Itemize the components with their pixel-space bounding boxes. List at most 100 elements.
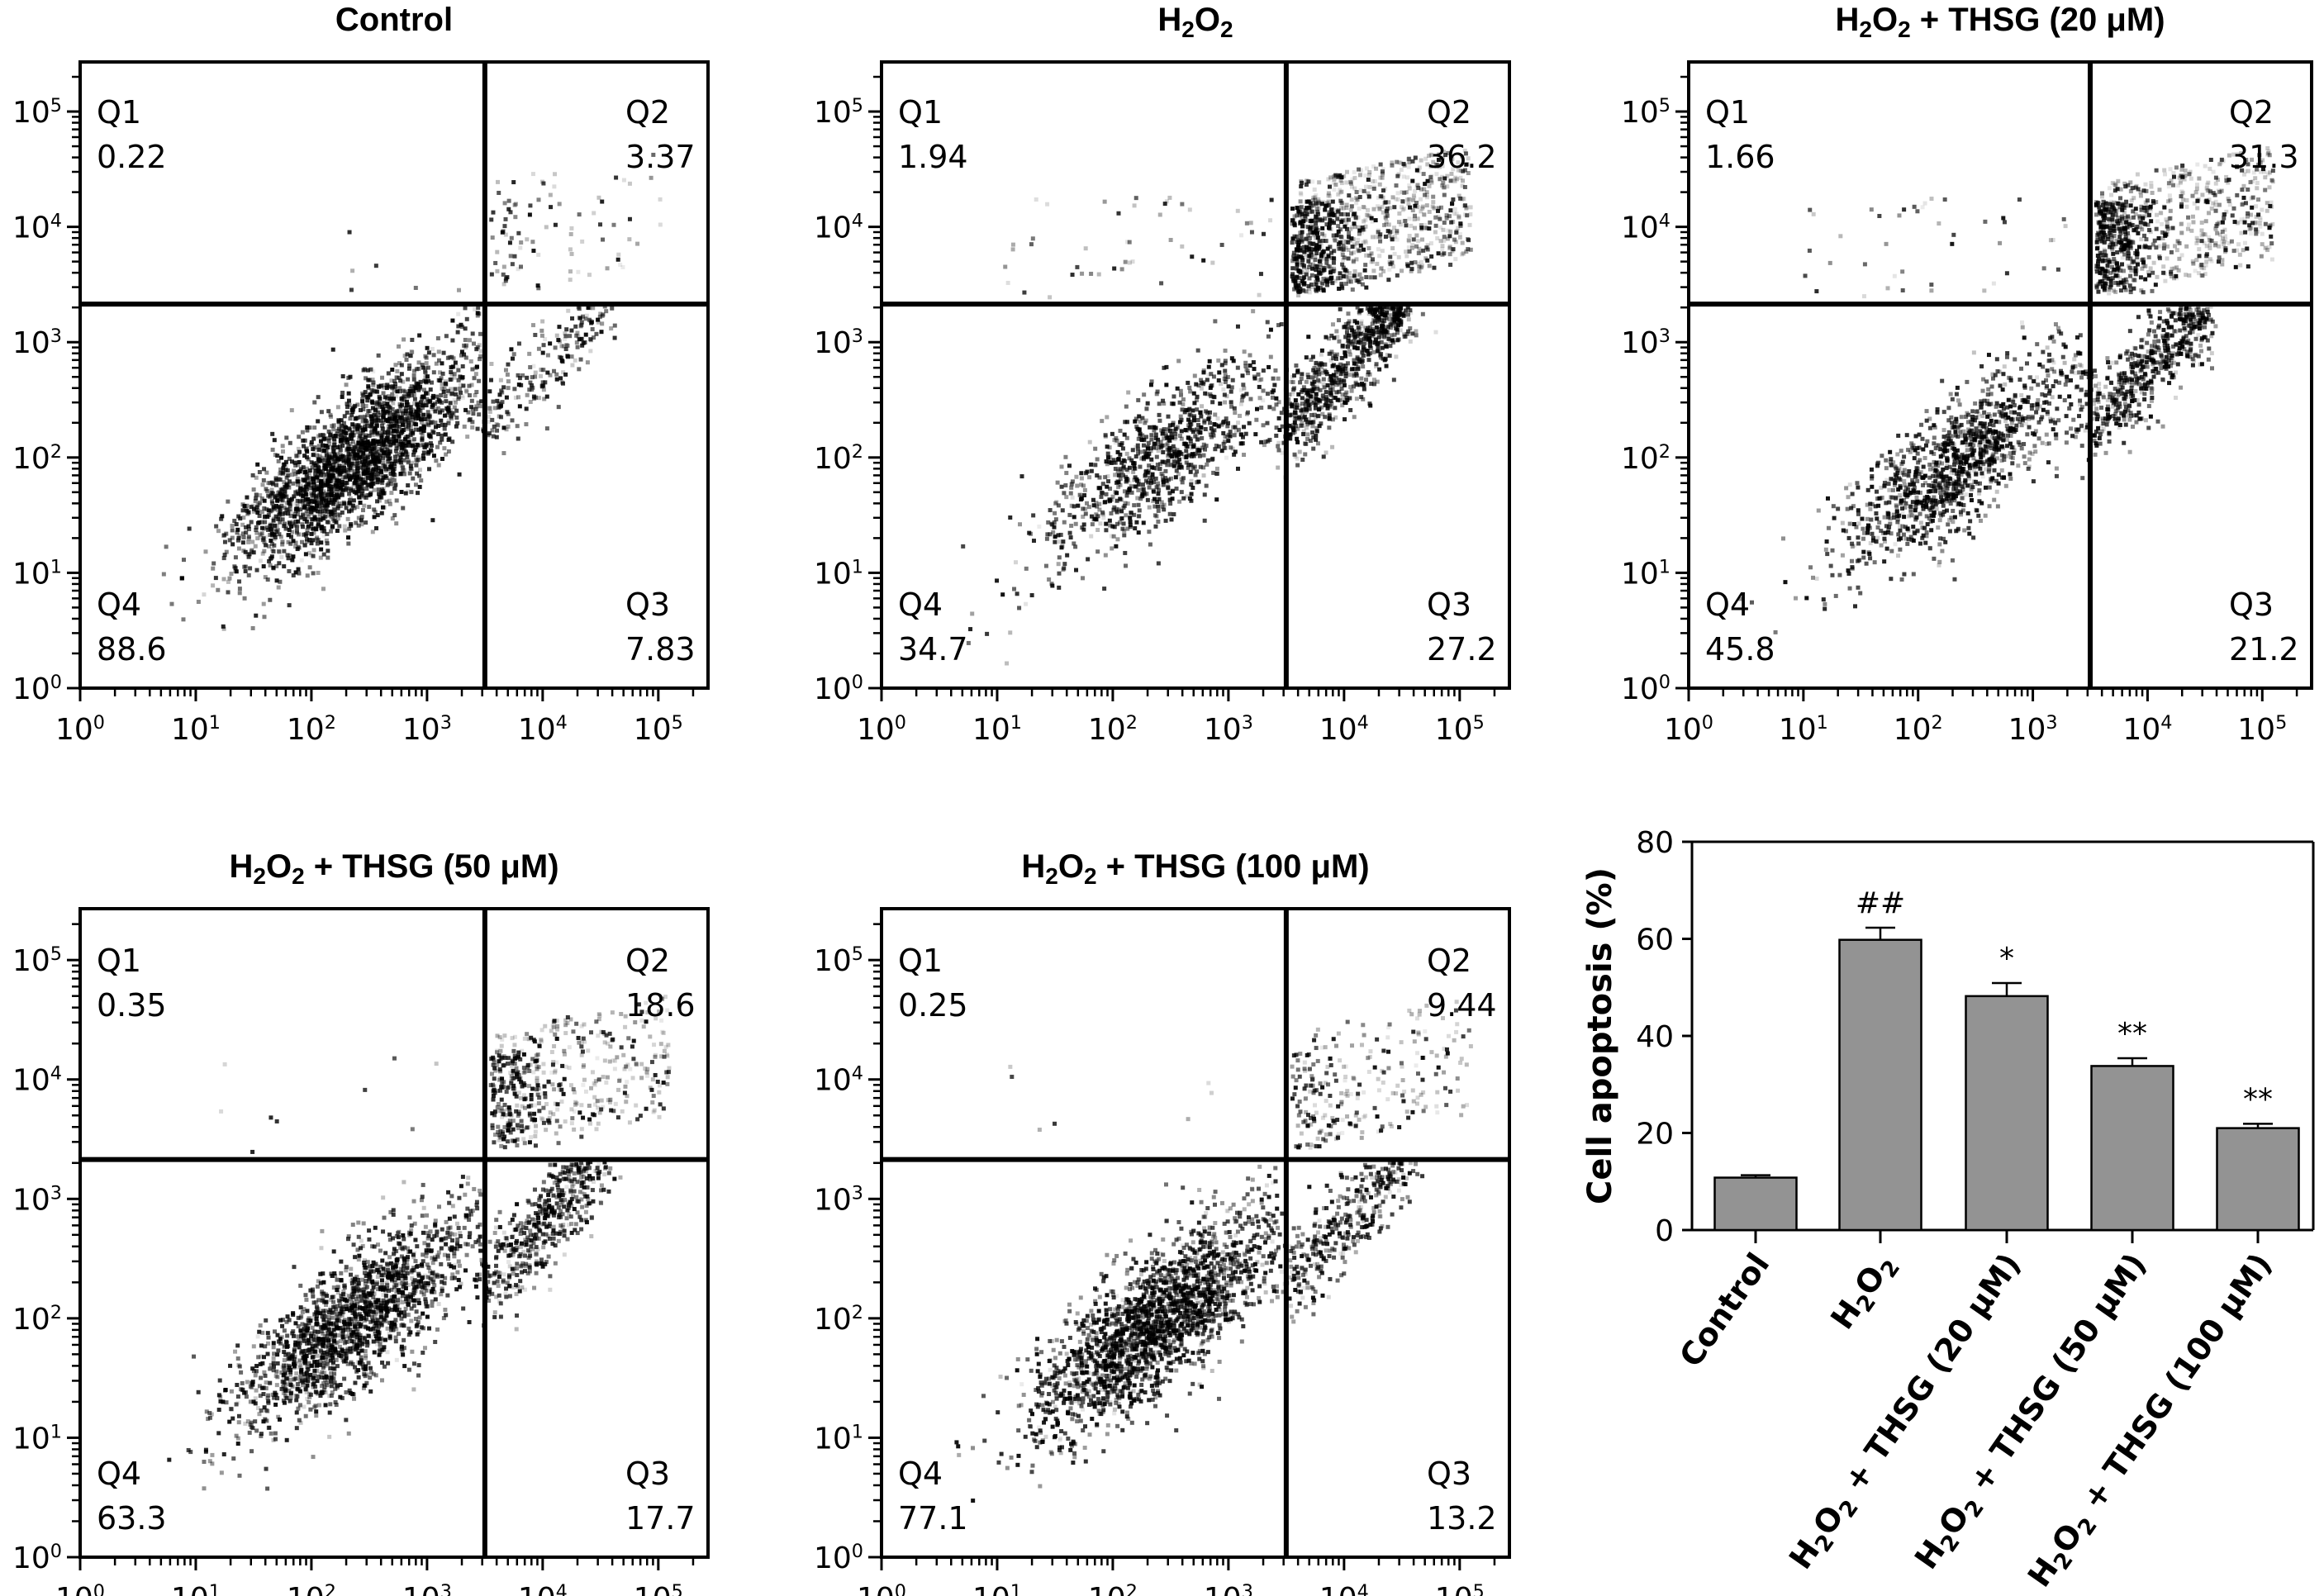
data-point [1298,237,1303,242]
data-point [577,306,582,311]
data-point [516,373,520,378]
data-point [1339,181,1344,186]
data-point [1321,397,1326,401]
data-point [478,349,483,354]
data-point [588,337,593,342]
data-point [1408,308,1413,313]
data-point [1156,492,1161,496]
data-point [1069,485,1074,490]
data-point [1276,448,1281,453]
data-point [1461,196,1466,201]
data-point [1211,433,1216,438]
data-point [1395,321,1400,326]
data-point [350,503,355,508]
data-point [1409,310,1414,315]
data-point [478,331,482,336]
data-point [1362,353,1366,358]
data-point [1216,424,1221,429]
data-point [1328,221,1333,226]
data-point [475,344,480,349]
data-point [579,320,584,325]
data-point [449,369,454,374]
data-point [1149,446,1154,451]
data-point [1206,364,1211,369]
data-point [283,521,288,526]
data-point [1304,409,1309,414]
data-point [1397,211,1402,216]
data-point [402,440,407,445]
data-point [302,487,307,492]
data-point [330,501,335,506]
data-point [276,477,281,482]
data-point [1075,483,1080,488]
data-point [380,404,385,409]
data-point [251,509,256,514]
data-point [1290,240,1295,245]
data-point [1212,422,1217,427]
data-point [1316,378,1321,382]
data-point [1086,557,1091,562]
data-point [1074,474,1079,479]
data-point [255,502,260,507]
data-point [278,477,283,482]
data-point [1114,510,1119,515]
data-point [1168,501,1173,506]
data-point [416,458,421,463]
data-point [315,535,320,540]
data-point [1367,184,1372,189]
data-point [1458,223,1463,228]
data-point [1298,416,1303,421]
data-point [1221,420,1226,425]
data-point [1352,319,1357,324]
data-point [1266,334,1271,339]
data-point [389,431,394,436]
data-point [1153,524,1158,529]
data-point [1238,387,1243,392]
data-point [406,483,411,488]
data-point [519,264,524,269]
data-point [516,395,521,400]
data-point [393,382,398,387]
data-point [358,460,363,465]
data-point [1176,459,1181,464]
data-point [1405,304,1410,309]
data-point [1163,518,1168,523]
data-point [1307,290,1312,295]
data-point [379,473,384,477]
data-point [233,566,238,571]
data-point [435,444,440,449]
data-point [351,449,356,454]
data-point [1378,239,1383,244]
data-point [1419,197,1423,202]
data-point [330,470,335,475]
data-point [1154,454,1159,459]
data-point [1292,420,1297,425]
data-point [348,441,353,446]
data-point [1114,509,1119,514]
data-point [353,477,358,482]
data-point [262,615,267,620]
data-point [1112,460,1117,465]
data-point [497,401,501,406]
data-point [428,441,433,446]
data-point [1167,491,1172,496]
data-point [388,398,393,403]
data-point [306,524,311,529]
data-point [1108,523,1113,528]
data-point [392,378,397,383]
data-point [1395,191,1400,196]
data-point [1081,506,1086,511]
data-point [1379,329,1384,334]
data-point [306,515,311,520]
data-point [1338,235,1343,240]
data-point [1404,308,1409,313]
data-point [380,423,385,428]
data-point [1157,401,1162,406]
data-point [375,400,380,405]
data-point [327,477,332,482]
data-point [426,417,431,422]
data-point [1305,392,1310,397]
data-point [1298,245,1303,250]
data-point [1149,457,1154,462]
data-point [1366,329,1371,334]
